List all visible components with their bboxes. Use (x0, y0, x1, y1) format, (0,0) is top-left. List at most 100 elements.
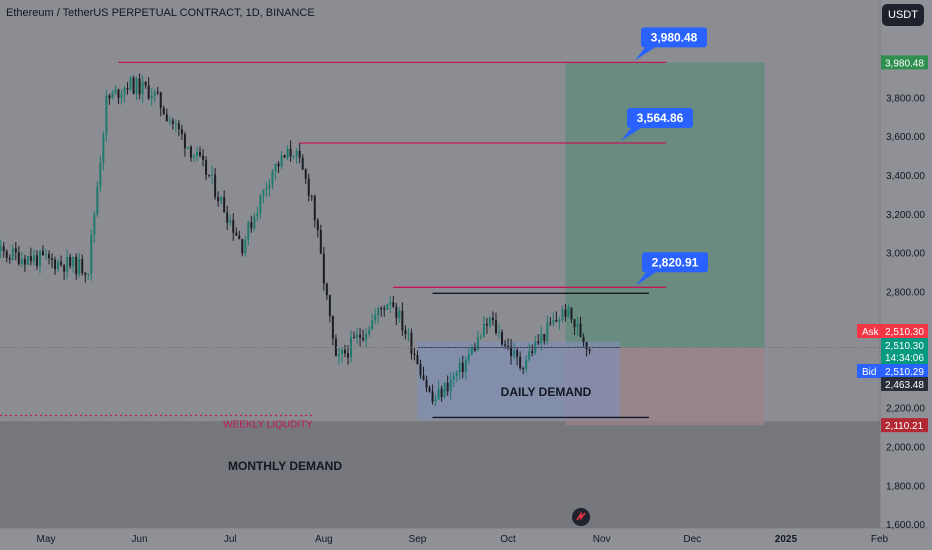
candle-body (99, 162, 102, 187)
candle-body (461, 362, 464, 373)
candle-body (159, 92, 162, 109)
candle-body (63, 264, 66, 272)
candle-body (253, 216, 256, 229)
price-callout (642, 252, 708, 273)
candle-body (443, 383, 446, 398)
candle (208, 174, 211, 178)
candle (229, 214, 232, 226)
candle (567, 304, 570, 318)
candle (543, 333, 546, 345)
chart-title: Ethereum / TetherUS PERPETUAL CONTRACT, … (6, 7, 315, 19)
x-axis-tick-label: Feb (871, 534, 889, 545)
candle (153, 89, 156, 103)
candle (295, 148, 298, 164)
candle (66, 249, 69, 280)
candle (259, 193, 262, 219)
candle (313, 194, 316, 228)
candle-body (340, 349, 343, 355)
candle-body (422, 375, 425, 380)
candle (41, 245, 44, 256)
y-axis-tick-label: 3,600.00 (886, 132, 925, 143)
candle (111, 89, 114, 99)
candle (513, 342, 516, 360)
candle (186, 146, 189, 150)
candle (461, 355, 464, 379)
candle-body (292, 156, 295, 158)
candle (434, 394, 437, 407)
candle (93, 210, 96, 243)
candle (301, 154, 304, 171)
candle-body (543, 333, 546, 342)
candle-body (153, 91, 156, 97)
candle (359, 327, 362, 347)
candle-body (247, 222, 250, 240)
candle (244, 235, 247, 257)
candle (271, 169, 274, 190)
candle-body (192, 156, 195, 158)
candle (280, 150, 283, 170)
candle (564, 303, 567, 322)
candle-body (401, 310, 404, 331)
ask-label-bg (857, 324, 881, 338)
candle (45, 248, 47, 261)
candle-body (440, 388, 443, 398)
candle-body (277, 163, 280, 167)
candle-body (498, 331, 500, 333)
candle-body (362, 337, 365, 340)
candle (214, 168, 217, 200)
candle (223, 190, 226, 213)
candle (156, 86, 159, 96)
monthly-demand-label: MONTHLY DEMAND (228, 459, 342, 473)
candle (174, 119, 177, 133)
candle-body (304, 169, 307, 179)
candle (422, 366, 425, 381)
candle (105, 89, 108, 142)
candle (183, 131, 186, 157)
candle-body (507, 345, 510, 347)
candle-body (156, 91, 159, 93)
candle (171, 118, 174, 130)
candle-body (220, 197, 223, 202)
candle-body (259, 195, 262, 214)
candle-body (549, 322, 552, 324)
candle-body (298, 150, 301, 158)
candle (78, 252, 81, 278)
candle-body (398, 310, 401, 319)
candle (470, 344, 473, 356)
level-price-tag: 2,463.48 (885, 380, 924, 391)
candle-body (20, 258, 23, 265)
candle-body (235, 232, 238, 236)
candle-body (14, 248, 17, 253)
candle-body (365, 334, 368, 340)
candle (144, 81, 147, 89)
candle-body (464, 360, 467, 373)
candle-body (29, 256, 32, 262)
candle (17, 246, 20, 266)
candle (29, 247, 32, 266)
candle (123, 85, 126, 103)
candle (440, 385, 443, 402)
candle (582, 333, 585, 347)
candle-body (262, 189, 265, 196)
candle (464, 356, 467, 380)
candle (425, 375, 428, 393)
candle-body (26, 256, 29, 265)
candle (162, 105, 165, 115)
candle-body (84, 273, 87, 275)
candle (138, 73, 141, 100)
candle (289, 140, 292, 162)
candle (362, 329, 365, 342)
candle-body (32, 255, 35, 262)
y-axis-tick-label: 3,400.00 (886, 171, 925, 182)
candle-body (343, 349, 346, 354)
candle-body (90, 235, 93, 274)
candle-body (449, 379, 452, 392)
candle (283, 154, 286, 158)
candle-body (588, 349, 591, 351)
candle (141, 75, 144, 103)
candle (168, 116, 171, 126)
candle-body (141, 81, 144, 95)
currency-button[interactable]: USDT (882, 4, 924, 26)
